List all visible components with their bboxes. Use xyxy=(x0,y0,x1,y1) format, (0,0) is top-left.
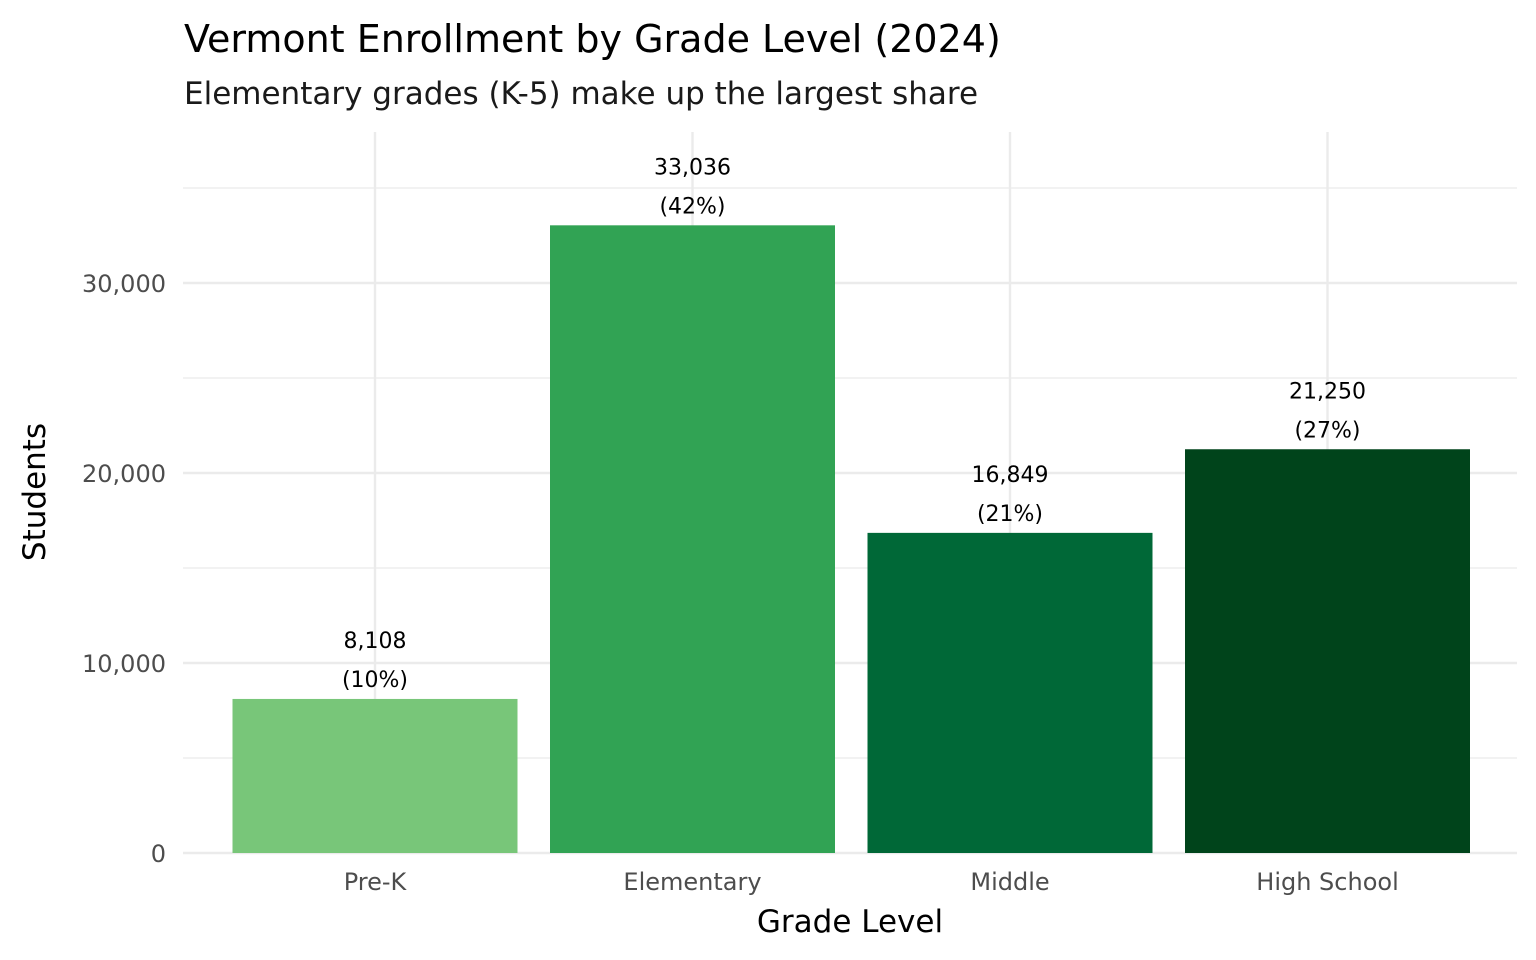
chart-title: Vermont Enrollment by Grade Level (2024) xyxy=(184,17,1001,61)
percent-label: (21%) xyxy=(977,502,1043,527)
x-tick-label: Middle xyxy=(970,868,1049,896)
percent-label: (42%) xyxy=(659,194,725,219)
x-tick-label: Elementary xyxy=(623,868,761,896)
chart-subtitle: Elementary grades (K-5) make up the larg… xyxy=(184,76,978,112)
value-label: 21,250 xyxy=(1289,379,1366,404)
x-tick-label: High School xyxy=(1256,868,1398,896)
value-label: 33,036 xyxy=(654,155,731,180)
x-axis-title: Grade Level xyxy=(757,904,943,940)
percent-label: (10%) xyxy=(342,668,408,693)
x-axis-ticks: Pre-K Elementary Middle High School xyxy=(344,868,1399,896)
bar-pre-k xyxy=(232,698,518,853)
bars xyxy=(232,225,1470,854)
bar-middle xyxy=(867,532,1153,853)
y-tick-label: 10,000 xyxy=(82,650,166,678)
bar-high-school xyxy=(1185,449,1470,853)
value-label: 8,108 xyxy=(344,629,407,654)
y-axis-title: Students xyxy=(17,423,53,561)
y-axis-ticks: 0 10,000 20,000 30,000 xyxy=(82,270,166,868)
value-label: 16,849 xyxy=(972,463,1049,488)
bar-elementary xyxy=(550,225,835,854)
percent-label: (27%) xyxy=(1294,418,1360,443)
x-tick-label: Pre-K xyxy=(344,868,408,896)
y-tick-label: 20,000 xyxy=(82,460,166,488)
y-tick-label: 30,000 xyxy=(82,270,166,298)
y-tick-label: 0 xyxy=(151,840,166,868)
data-labels: 8,108 (10%) 33,036 (42%) 16,849 (21%) 21,250 (2… xyxy=(342,155,1366,693)
